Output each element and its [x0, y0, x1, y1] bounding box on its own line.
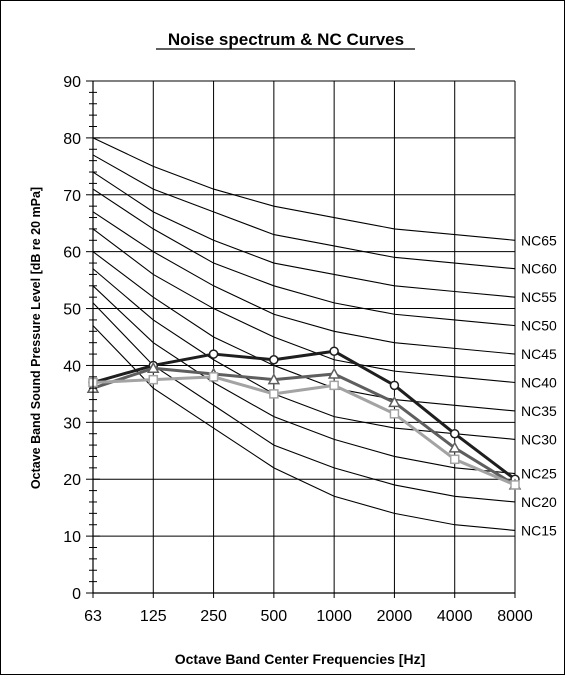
y-tick-label: 70	[63, 188, 81, 205]
nc-curve-line	[92, 268, 516, 440]
series-line	[92, 366, 516, 487]
data-point	[389, 409, 400, 419]
y-tick-label: 20	[63, 472, 81, 489]
y-tick-label: 30	[63, 415, 81, 432]
x-tick-label: 2000	[377, 608, 413, 625]
data-point	[388, 395, 401, 408]
data-point	[208, 349, 219, 359]
nc-curve-label: NC50	[521, 318, 557, 334]
data-point	[448, 441, 461, 453]
y-axis-label: Octave Band Sound Pressure Level [dB re …	[29, 187, 43, 489]
data-point	[449, 428, 460, 439]
y-tick-label: 50	[63, 302, 81, 319]
nc-curve-line	[92, 188, 516, 327]
data-point	[329, 380, 339, 391]
nc-curve-line	[92, 228, 516, 384]
data-series	[86, 346, 522, 490]
x-tick-label: 8000	[497, 608, 533, 625]
nc-curve-label: NC25	[521, 466, 557, 482]
nc-curve-label: NC65	[521, 232, 557, 248]
nc-curves: NC15 NC20 NC25 NC30 NC35 NC40 NC45 NC50 NC55 NC60…	[92, 137, 557, 538]
x-tick-label: 125	[140, 608, 167, 625]
data-point	[510, 480, 520, 490]
nc-curve-label: NC60	[521, 261, 557, 277]
nc-curve-line	[92, 325, 516, 531]
x-tick-label: 4000	[437, 608, 473, 625]
series-square	[88, 372, 520, 490]
x-tick-label: 250	[200, 608, 227, 625]
nc-curve-label: NC15	[521, 522, 557, 538]
nc-curve-line	[92, 137, 516, 241]
series-line	[92, 349, 516, 481]
nc-curve-label: NC40	[521, 375, 557, 391]
nc-curve-label: NC20	[521, 494, 557, 510]
nc-curve-label: NC35	[521, 403, 557, 419]
data-point	[148, 374, 159, 385]
data-point	[147, 361, 160, 374]
series-line	[92, 375, 516, 487]
nc-curve-line	[92, 285, 516, 475]
nc-curve-line	[92, 154, 516, 270]
axes: 0 10 20 30 40 50 60 70 80 90 63 125 250 500 1000 2000 40…	[63, 74, 533, 625]
x-axis-label: Octave Band Center Frequencies [Hz]	[175, 651, 426, 667]
x-tick-label: 63	[84, 608, 102, 625]
nc-curve-line	[92, 302, 516, 503]
data-point	[267, 373, 281, 385]
x-tick-label: 500	[261, 608, 288, 625]
y-tick-label: 90	[63, 74, 81, 91]
y-tick-label: 0	[72, 586, 81, 603]
chart-title: Noise spectrum & NC Curves	[168, 30, 404, 49]
data-point	[269, 355, 279, 365]
data-point	[329, 346, 339, 356]
y-tick-label: 80	[63, 131, 81, 148]
nc-curve-line	[92, 211, 516, 355]
nc-curve-label: NC45	[521, 346, 557, 362]
data-point	[327, 367, 341, 379]
data-point	[449, 454, 460, 465]
nc-curve-line	[92, 171, 516, 298]
data-point	[269, 389, 279, 399]
y-tick-label: 40	[63, 358, 81, 375]
y-tick-label: 10	[63, 529, 81, 546]
nc-curve-label: NC30	[521, 431, 557, 447]
nc-curve-label: NC55	[521, 289, 557, 305]
data-point	[208, 372, 219, 382]
x-tick-label: 1000	[316, 608, 352, 625]
y-tick-label: 60	[63, 245, 81, 262]
data-point	[389, 380, 400, 391]
